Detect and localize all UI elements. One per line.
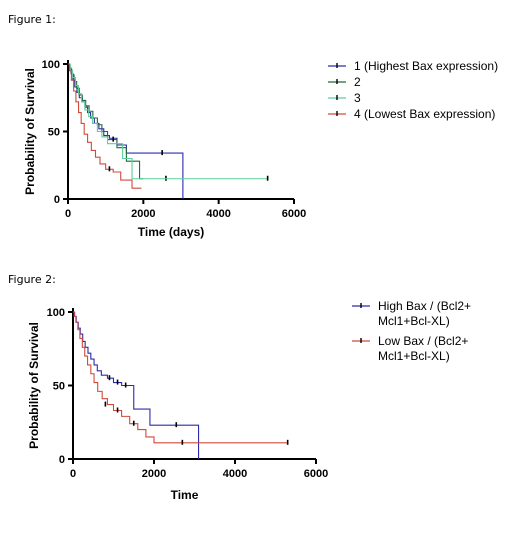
x-tick-label: 2000	[131, 208, 155, 220]
x-tick-label: 6000	[304, 468, 328, 480]
legend-label-1: 1 (Highest Bax expression)	[354, 59, 498, 73]
legend-label-3: 3	[354, 91, 361, 105]
y-tick-label: 50	[53, 381, 65, 393]
y-tick-label: 0	[54, 194, 60, 206]
x-tick-label: 2000	[142, 468, 166, 480]
x-axis-title: Time (days)	[138, 225, 204, 239]
figure-1-label: Figure 1:	[8, 13, 56, 26]
legend-label-1: High Bax / (Bcl2+	[378, 299, 471, 313]
x-tick-label: 6000	[282, 208, 306, 220]
chart-2: 0 50 100 0 2000 4000 6000 Time Probability of Su…	[27, 299, 471, 502]
chart-1: 0 50 100 0 2000 4000 6000 Time (days) Probabilit…	[23, 59, 498, 239]
x-tick-label: 0	[65, 208, 71, 220]
y-axis-title: Probability of Survival	[27, 322, 41, 449]
x-tick-label: 4000	[206, 208, 230, 220]
legend-label-2: Mcl1+Bcl-XL)	[378, 349, 450, 363]
legend-label-1: Mcl1+Bcl-XL)	[378, 314, 450, 328]
series-line-2	[73, 311, 288, 444]
y-tick-label: 0	[59, 454, 65, 466]
x-tick-label: 0	[70, 468, 76, 480]
y-tick-label: 100	[42, 59, 60, 71]
series-line-4	[68, 63, 142, 189]
y-axis-title: Probability of Survival	[23, 68, 37, 195]
legend-label-2: Low Bax / (Bcl2+	[378, 334, 468, 348]
x-tick-label: 4000	[223, 468, 247, 480]
x-axis-title: Time	[171, 488, 199, 502]
y-tick-label: 50	[48, 127, 60, 139]
series-line-1	[73, 311, 200, 459]
legend-label-2: 2	[354, 75, 361, 89]
y-tick-label: 100	[47, 307, 65, 319]
legend-label-4: 4 (Lowest Bax expression)	[354, 107, 495, 121]
series-line-3	[68, 63, 268, 180]
figure-2-label: Figure 2:	[8, 273, 56, 286]
